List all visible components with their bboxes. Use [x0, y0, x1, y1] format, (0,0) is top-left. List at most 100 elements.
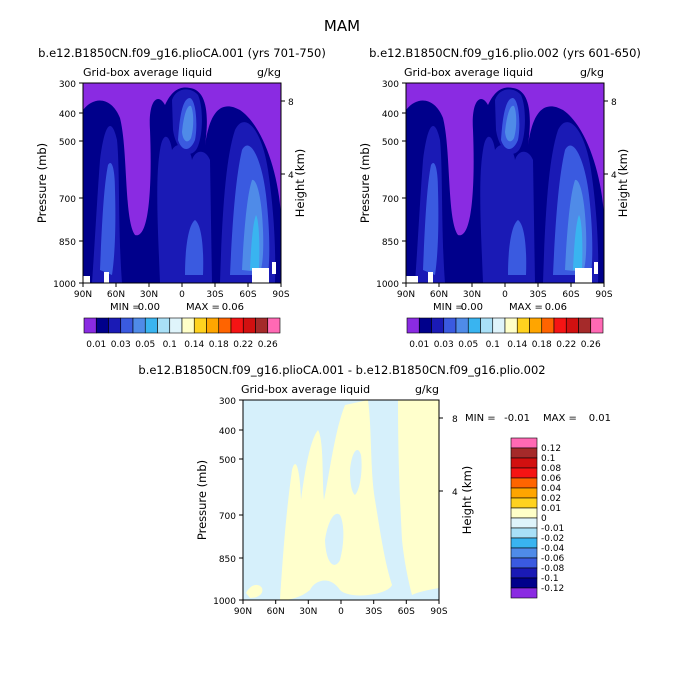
panel-a-subtitle-right: g/kg: [257, 66, 281, 79]
panel-b-yticks: 300 400 500 700 850 1000: [376, 80, 406, 290]
colorbar-box: [120, 317, 134, 334]
colorbar-box: [541, 317, 555, 334]
colorbar-label: -0.02: [541, 534, 564, 544]
panel-a-ylabel-right: Height (km): [293, 149, 307, 218]
colorbar-label: 0.18: [209, 340, 229, 350]
panel-a-ytick-label: 400: [59, 110, 76, 120]
colorbar-box: [510, 567, 538, 579]
panel-a-xtick-label: 30N: [140, 290, 158, 300]
colorbar-box: [578, 317, 592, 334]
panel-c-title: b.e12.B1850CN.f09_g16.plioCA.001 - b.e12…: [138, 363, 545, 377]
colorbar-label: 0.18: [532, 340, 552, 350]
colorbar-box: [529, 317, 543, 334]
panel-a-max-value: 0.06: [222, 302, 244, 313]
panel-c-colorbar: 0.12 0.1 0.08 0.06 0.04 0.02 0.01 0 -0.0…: [510, 437, 565, 599]
panel-a-min-value: 0.00: [138, 302, 160, 313]
panel-a-colorbar-labels: 0.01 0.03 0.05 0.1 0.14 0.18 0.22 0.26: [86, 340, 278, 350]
colorbar-label: 0.1: [163, 340, 177, 350]
colorbar-box: [455, 317, 469, 334]
colorbar-box: [181, 317, 195, 334]
colorbar-box: [157, 317, 171, 334]
panel-a-ytick-label: 1000: [53, 280, 76, 290]
colorbar-label: 0.04: [541, 484, 561, 494]
panel-c-xtick-label: 0: [338, 607, 344, 617]
panel-a-ytick-label: 500: [59, 138, 76, 148]
colorbar-box: [492, 317, 506, 334]
panel-a-height-tick: 8: [288, 98, 294, 108]
panel-a-stats: MIN = 0.00 MAX = 0.06: [110, 302, 244, 313]
panel-a-xtick-label: 90N: [74, 290, 92, 300]
panel-b-contour-blue: [415, 89, 599, 283]
panel-a-ytick-label: 700: [59, 195, 76, 205]
colorbar-box: [443, 317, 457, 334]
panel-c-max-label: MAX =: [543, 413, 577, 424]
colorbar-label: 0.26: [581, 340, 601, 350]
panel-c-xtick-label: 60S: [398, 607, 415, 617]
colorbar-label: 0.01: [541, 504, 561, 514]
panel-c-xtick-label: 90N: [234, 607, 252, 617]
colorbar-box: [510, 447, 538, 459]
colorbar-label: -0.04: [541, 544, 565, 554]
colorbar-box: [267, 317, 281, 334]
panel-b-missing-left-1: [406, 276, 418, 283]
panel-a-missing-left-1: [83, 276, 90, 283]
panel-c-right-axis: 8 4: [439, 415, 458, 498]
colorbar-box: [510, 547, 538, 559]
panel-c-ytick-label: 400: [219, 427, 236, 437]
panel-b-ytick-label: 850: [382, 238, 399, 248]
panel-a-xtick-label: 90S: [272, 290, 289, 300]
panel-b-title: b.e12.B1850CN.f09_g16.plio.002 (yrs 601-…: [369, 46, 641, 60]
panel-c-subtitle-left: Grid-box average liquid: [241, 383, 370, 396]
panel-b: b.e12.B1850CN.f09_g16.plio.002 (yrs 601-…: [358, 46, 641, 350]
panel-b-xtick-label: 90N: [397, 290, 415, 300]
panel-c-xtick-label: 90S: [430, 607, 447, 617]
panel-b-xticks: 90N 60N 30N 0 30S 60S 90S: [397, 283, 613, 300]
colorbar-box: [83, 317, 97, 334]
colorbar-label: 0.14: [184, 340, 204, 350]
colorbar-box: [510, 517, 538, 529]
colorbar-label: -0.01: [541, 524, 564, 534]
panel-c-stats: MIN = -0.01 MAX = 0.01: [465, 413, 611, 424]
panel-c-ytick-label: 700: [219, 512, 236, 522]
colorbar-label: 0.08: [541, 464, 561, 474]
panel-c-xticks: 90N 60N 30N 0 30S 60S 90S: [234, 600, 448, 617]
panel-a-min-label: MIN =: [110, 302, 141, 313]
colorbar-box: [510, 557, 538, 569]
panel-a-yticks: 300 400 500 700 850 1000: [53, 80, 83, 290]
panel-a-missing-left-2: [104, 272, 109, 283]
panel-b-stats: MIN = 0.00 MAX = 0.06: [433, 302, 567, 313]
panel-b-ytick-label: 500: [382, 138, 399, 148]
colorbar-box: [590, 317, 604, 334]
panel-c-ytick-label: 1000: [213, 597, 236, 607]
panel-c-min-value: -0.01: [504, 413, 530, 424]
colorbar-label: 0.01: [86, 340, 106, 350]
colorbar-box: [510, 507, 538, 519]
panel-a-missing-right-2: [272, 262, 276, 274]
panel-b-right-axis: 8 4: [604, 98, 617, 181]
colorbar-box: [510, 467, 538, 479]
colorbar-box: [504, 317, 518, 334]
panel-c-ytick-label: 850: [219, 555, 236, 565]
colorbar-label: 0.03: [434, 340, 454, 350]
colorbar-label: -0.08: [541, 564, 565, 574]
panel-c-max-value: 0.01: [589, 413, 611, 424]
figure-title: MAM: [324, 17, 360, 35]
colorbar-label: 0.22: [556, 340, 576, 350]
colorbar-label: 0.12: [541, 444, 561, 454]
colorbar-box: [510, 437, 538, 449]
panel-c-colorbar-boxes: [510, 437, 538, 599]
panel-b-colorbar-labels: 0.01 0.03 0.05 0.1 0.14 0.18 0.22 0.26: [409, 340, 601, 350]
panel-a-missing-right: [252, 268, 269, 283]
colorbar-label: 0.01: [409, 340, 429, 350]
panel-b-xtick-label: 0: [502, 290, 508, 300]
panel-b-ytick-label: 400: [382, 110, 399, 120]
colorbar-box: [418, 317, 432, 334]
colorbar-label: 0.06: [541, 474, 561, 484]
colorbar-label: 0.05: [458, 340, 478, 350]
colorbar-box: [218, 317, 232, 334]
panel-b-xtick-label: 30S: [529, 290, 546, 300]
colorbar-box: [510, 587, 538, 599]
colorbar-box: [193, 317, 207, 334]
colorbar-box: [510, 527, 538, 539]
panel-c-xtick-label: 30N: [299, 607, 317, 617]
